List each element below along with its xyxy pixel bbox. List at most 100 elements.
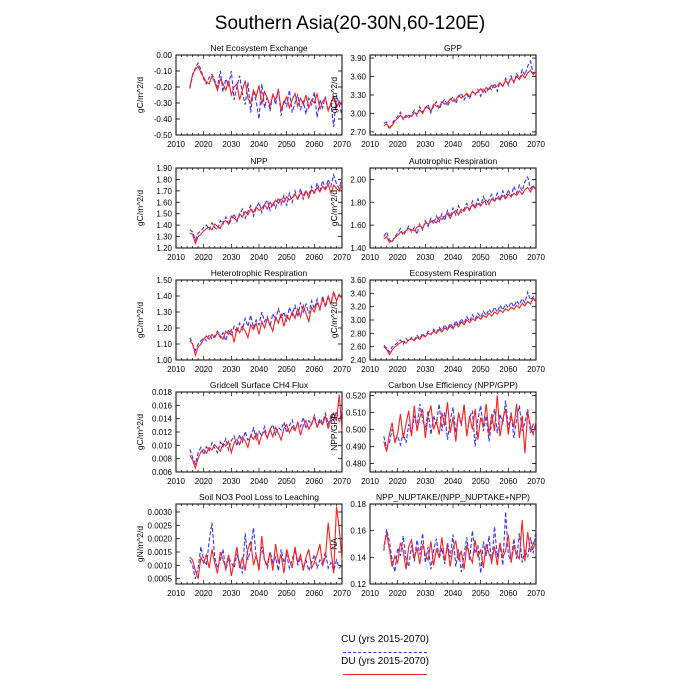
x-tick-label: 2040	[444, 589, 462, 598]
series-line-du	[383, 185, 537, 244]
y-tick-label: 0.510	[346, 408, 367, 417]
x-tick-label: 2060	[499, 365, 517, 374]
panel-title: Autotrophic Respiration	[409, 156, 498, 166]
x-tick-label: 2030	[222, 365, 240, 374]
y-tick-label: 1.00	[156, 356, 172, 365]
y-axis-label: gC/m^2/d	[135, 190, 145, 226]
x-tick-label: 2030	[416, 477, 434, 486]
y-tick-label: 0.006	[152, 468, 173, 477]
x-tick-label: 2050	[472, 140, 490, 149]
y-tick-label: 1.50	[156, 276, 172, 285]
y-tick-label: 2.80	[350, 329, 366, 338]
x-tick-label: 2040	[250, 589, 268, 598]
plot-frame	[175, 503, 343, 585]
y-tick-label: 3.30	[350, 91, 366, 100]
y-tick-label: 2.00	[350, 175, 366, 184]
plot-frame	[369, 54, 537, 136]
x-tick-label: 2040	[444, 253, 462, 262]
y-tick-label: 2.60	[350, 343, 366, 352]
panel-6: Ecosystem Respiration gC/m^2/d 2.40 2.60 2.8…	[329, 268, 545, 374]
x-tick-label: 2030	[416, 365, 434, 374]
y-tick-label: 0.0005	[148, 575, 173, 584]
x-tick-label: 2060	[499, 253, 517, 262]
x-tick-label: 2010	[167, 477, 185, 486]
series-line-cu	[383, 59, 537, 131]
y-tick-label: 0.0010	[148, 561, 173, 570]
y-tick-label: 3.60	[350, 276, 366, 285]
x-tick-label: 2040	[250, 365, 268, 374]
panel-10: NPP_NUPTAKE/(NPP_NUPTAKE+NPP) NA 0.12 0.14 0…	[329, 492, 545, 598]
x-tick-label: 2070	[333, 365, 351, 374]
panel-2: GPP gC/m^2/d 2.70 3.00 3.30 3.60 3.90 2010 2020 2…	[329, 43, 545, 149]
x-tick-label: 2070	[527, 140, 545, 149]
panel-title: NPP_NUPTAKE/(NPP_NUPTAKE+NPP)	[376, 492, 530, 502]
series-line-cu	[189, 291, 343, 352]
y-tick-label: 3.00	[350, 109, 366, 118]
x-tick-label: 2050	[278, 589, 296, 598]
series-line-du	[383, 296, 537, 356]
x-tick-label: 2010	[167, 140, 185, 149]
series-line-cu	[383, 175, 537, 244]
series-line-cu	[189, 61, 343, 128]
x-tick-label: 2060	[305, 477, 323, 486]
y-tick-label: 0.520	[346, 391, 367, 400]
x-tick-label: 2060	[305, 589, 323, 598]
panel-3: NPP gC/m^2/d 1.20 1.30 1.40 1.50 1.60 1.70 1.80 1…	[135, 156, 351, 262]
y-axis-label: gC/m^2/d	[329, 190, 339, 226]
panel-title: Carbon Use Efficiency (NPP/GPP)	[388, 380, 518, 390]
y-tick-label: 0.14	[350, 553, 366, 562]
x-tick-label: 2030	[222, 477, 240, 486]
y-tick-label: 0.0020	[148, 535, 173, 544]
series-line-cu	[189, 522, 343, 579]
x-tick-label: 2060	[305, 253, 323, 262]
y-tick-label: 1.70	[156, 187, 172, 196]
x-tick-label: 2050	[472, 477, 490, 486]
x-tick-label: 2030	[222, 253, 240, 262]
panel-title: Heterotrophic Respiration	[211, 268, 308, 278]
y-axis-label: NA	[329, 538, 339, 550]
x-tick-label: 2040	[250, 253, 268, 262]
y-tick-label: 0.18	[350, 500, 366, 509]
y-axis-label: gC/m^2/d	[135, 77, 145, 113]
plot-frame	[175, 167, 343, 249]
legend-cu-label: CU (yrs 2015-2070)	[341, 634, 429, 645]
y-tick-label: -0.10	[154, 67, 173, 76]
x-tick-label: 2020	[389, 477, 407, 486]
y-tick-label: 0.0025	[148, 521, 173, 530]
y-tick-label: 1.20	[156, 244, 172, 253]
y-tick-label: 0.018	[152, 388, 173, 397]
x-tick-label: 2050	[278, 365, 296, 374]
y-tick-label: 0.12	[350, 580, 366, 589]
y-tick-label: 0.016	[152, 401, 173, 410]
y-tick-label: 3.60	[350, 73, 366, 82]
x-tick-label: 2070	[333, 589, 351, 598]
x-tick-label: 2050	[278, 140, 296, 149]
y-tick-label: 1.80	[156, 175, 172, 184]
y-axis-label: gN/m^2/d	[135, 526, 145, 562]
panel-8: Carbon Use Efficiency (NPP/GPP) NPP/GPP 0.…	[329, 380, 545, 486]
x-tick-label: 2010	[361, 253, 379, 262]
series-line-cu	[189, 409, 343, 466]
y-tick-label: 1.40	[156, 292, 172, 301]
x-tick-label: 2010	[167, 365, 185, 374]
y-tick-label: 1.90	[156, 164, 172, 173]
y-axis-label: gC/m^2/d	[135, 302, 145, 338]
x-tick-label: 2030	[416, 140, 434, 149]
y-tick-label: 0.500	[346, 425, 367, 434]
y-tick-label: 3.40	[350, 289, 366, 298]
x-tick-label: 2030	[222, 589, 240, 598]
x-tick-label: 2070	[527, 253, 545, 262]
panel-title: Net Ecosystem Exchange	[210, 43, 308, 53]
y-tick-label: 1.40	[350, 244, 366, 253]
y-tick-label: 2.40	[350, 356, 366, 365]
x-tick-label: 2010	[167, 589, 185, 598]
legend-du-label: DU (yrs 2015-2070)	[341, 656, 429, 667]
x-tick-label: 2040	[444, 140, 462, 149]
legend-cu-line	[343, 652, 427, 653]
panel-title: NPP	[250, 156, 268, 166]
y-tick-label: 0.480	[346, 459, 367, 468]
series-line-cu	[189, 172, 343, 242]
y-tick-label: -0.20	[154, 83, 173, 92]
plot-frame	[369, 279, 537, 361]
x-tick-label: 2060	[499, 477, 517, 486]
